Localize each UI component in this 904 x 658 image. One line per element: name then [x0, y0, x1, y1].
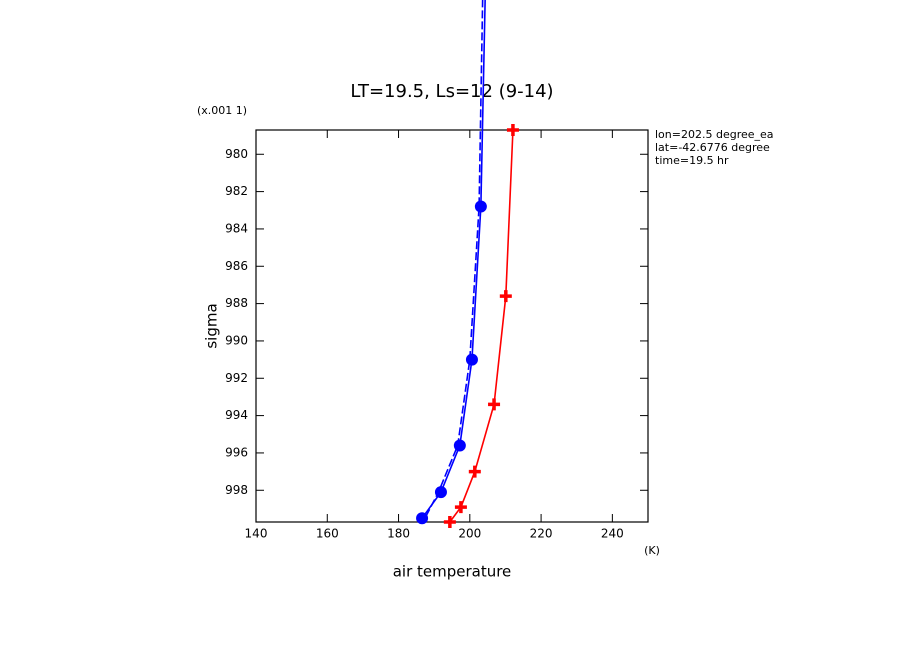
point [453, 439, 466, 452]
point [474, 200, 487, 213]
series-line [424, 0, 484, 519]
y-tick-label: 992 [225, 371, 248, 385]
point [416, 512, 429, 525]
chart-title: LT=19.5, Ls=12 (9-14) [350, 81, 553, 102]
y-tick-label: 998 [225, 483, 248, 497]
x-axis-label: air temperature [393, 563, 512, 581]
y-tick-label: 982 [225, 184, 248, 198]
y-axis-label: sigma [203, 303, 221, 348]
y-axis-unit: (x.001 1) [197, 104, 247, 117]
x-tick-label: 220 [530, 527, 553, 541]
point [468, 465, 481, 478]
x-tick-label: 200 [458, 527, 481, 541]
annotation: lat=-42.6776 degree [655, 141, 770, 154]
annotation: time=19.5 hr [655, 154, 729, 167]
x-tick-label: 240 [601, 527, 624, 541]
point [434, 486, 447, 499]
y-tick-label: 996 [225, 445, 248, 459]
y-tick-label: 988 [225, 296, 248, 310]
point [443, 516, 456, 528]
x-axis-unit: (K) [644, 544, 660, 557]
y-tick-label: 990 [225, 333, 248, 347]
y-tick-label: 984 [225, 221, 248, 235]
y-tick-label: 986 [225, 259, 248, 273]
point [506, 124, 519, 136]
point [499, 290, 512, 303]
point [488, 398, 501, 411]
annotation: lon=202.5 degree_ea [655, 128, 774, 141]
series-line [449, 129, 514, 523]
y-tick-label: 980 [225, 147, 248, 161]
x-tick-label: 140 [245, 527, 268, 541]
point [454, 501, 467, 514]
y-tick-label: 994 [225, 408, 248, 422]
point [465, 353, 478, 366]
x-tick-label: 160 [316, 527, 339, 541]
x-tick-label: 180 [387, 527, 410, 541]
